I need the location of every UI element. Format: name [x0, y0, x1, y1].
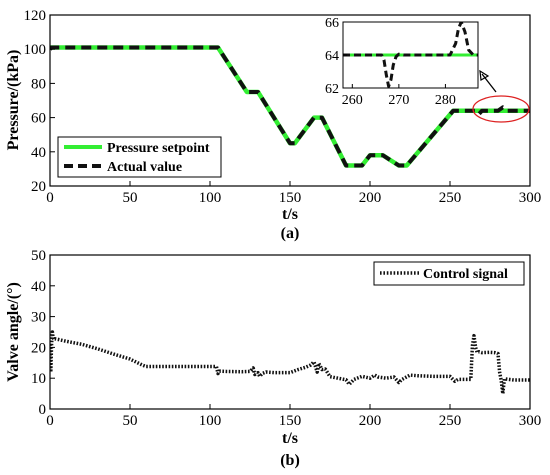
panel-b-xtick-label: 50 — [123, 413, 138, 429]
panel-a-xtick-label: 100 — [199, 190, 222, 206]
panel-b-xlabel: t/s — [282, 430, 298, 447]
legend-label-control: Control signal — [423, 267, 508, 282]
zoom-arrowhead — [479, 69, 490, 81]
inset-ytick-label: 64 — [325, 49, 339, 64]
panel-a-xtick-label: 0 — [46, 190, 54, 206]
panel-b-xtick-label: 200 — [359, 413, 382, 429]
panel-a-xlabel: t/s — [282, 206, 298, 223]
panel-a-ytick-label: 100 — [24, 42, 47, 58]
panel-a-ytick-label: 120 — [24, 8, 47, 24]
panel-b-xtick-label: 0 — [46, 413, 54, 429]
panel-b-legend: Control signal — [373, 261, 525, 286]
inset-xtick-label: 270 — [388, 93, 409, 108]
panel-a-ytick-label: 60 — [31, 111, 46, 127]
panel-a-legend: Pressure setpoint Actual value — [57, 136, 222, 178]
panel-b-ylabel: Valve angle/(°) — [5, 282, 22, 382]
panel-b-xtick-label: 150 — [279, 413, 302, 429]
panel-b-xtick-label: 100 — [199, 413, 222, 429]
panel-b-xtick-label: 250 — [439, 413, 462, 429]
panel-a-ylabel: Pressure/(kPa) — [5, 50, 22, 151]
panel-b-ytick-label: 20 — [31, 340, 46, 356]
inset-xtick-label: 280 — [435, 93, 456, 108]
panel-b-xtick-label: 300 — [519, 413, 542, 429]
panel-a-ytick-label: 40 — [31, 145, 46, 161]
zoom-arrow — [481, 73, 497, 93]
series-control-signal — [50, 330, 530, 396]
panel-a-xtick-label: 200 — [359, 190, 382, 206]
series-actual-value — [50, 45, 530, 168]
zoom-region-ellipse — [472, 95, 530, 123]
panel-a-label: (a) — [281, 225, 300, 242]
inset-ytick-label: 66 — [325, 16, 339, 31]
panel-b-ytick-label: 0 — [39, 402, 47, 418]
legend-label-setpoint: Pressure setpoint — [107, 141, 210, 156]
panel-a-ytick-label: 20 — [31, 179, 46, 195]
panel-b-label: (b) — [280, 452, 300, 469]
panel-a-xtick-label: 50 — [123, 190, 138, 206]
panel-b-ytick-label: 30 — [31, 310, 46, 326]
panel-a-xtick-label: 150 — [279, 190, 302, 206]
inset-series-actual — [343, 22, 478, 88]
legend-a-box — [57, 136, 222, 178]
panel-a: 0 50 100 150 200 250 300 20 40 60 80 100 120 Pressur… — [5, 8, 541, 242]
panel-b-ytick-label: 50 — [31, 248, 46, 264]
panel-a-xtick-label: 250 — [439, 190, 462, 206]
legend-b-box — [373, 261, 525, 286]
inset-ytick-label: 62 — [325, 82, 339, 97]
zoom-inset: 260 270 280 62 64 66 — [325, 16, 479, 108]
panel-a-xtick-label: 300 — [519, 190, 542, 206]
inset-xtick-label: 260 — [342, 93, 363, 108]
panel-b-ytick-label: 40 — [31, 279, 46, 295]
panel-a-ytick-label: 80 — [31, 76, 46, 92]
panel-b: 0 50 100 150 200 250 300 0 10 20 30 40 50 Valve angl… — [5, 248, 541, 469]
legend-label-actual: Actual value — [107, 160, 182, 175]
panel-b-ytick-label: 10 — [31, 371, 46, 387]
